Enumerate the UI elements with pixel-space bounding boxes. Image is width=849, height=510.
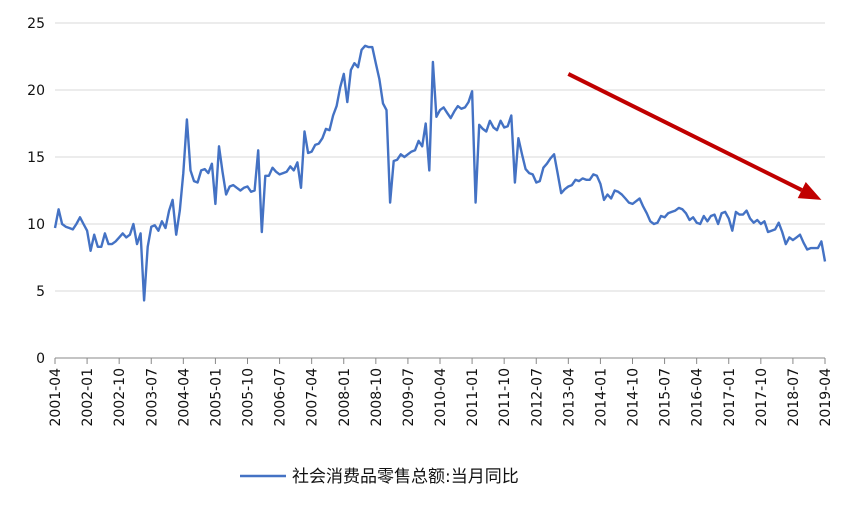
y-tick-label: 5 [36, 284, 45, 300]
x-tick-label: 2011-01 [465, 368, 481, 427]
x-tick-label: 2003-07 [144, 368, 160, 427]
x-tick-label: 2007-04 [305, 368, 321, 427]
trend-arrow-head [797, 182, 822, 200]
x-tick-label: 2005-01 [208, 368, 224, 427]
x-tick-label: 2008-01 [337, 368, 353, 427]
y-tick-label: 0 [36, 351, 45, 367]
x-tick-label: 2016-04 [690, 368, 706, 427]
y-tick-label: 20 [27, 83, 45, 99]
x-tick-label: 2002-10 [112, 368, 128, 427]
x-tick-label: 2011-10 [497, 368, 513, 427]
x-tick-label: 2019-04 [818, 368, 834, 427]
x-tick-label: 2009-07 [401, 368, 417, 427]
x-tick-label: 2018-07 [786, 368, 802, 427]
x-tick-label: 2006-07 [273, 368, 289, 427]
y-tick-label: 10 [27, 217, 45, 233]
x-tick-label: 2015-07 [658, 368, 674, 427]
legend: 社会消费品零售总额:当月同比 [240, 467, 519, 487]
trend-arrow-shaft [567, 72, 803, 192]
x-axis-ticks: 2001-04 2002-01 2002-10 2003-07 2004-04 2005-… [48, 358, 834, 427]
x-tick-label: 2008-10 [369, 368, 385, 427]
x-tick-label: 2004-04 [176, 368, 192, 427]
x-tick-label: 2002-01 [80, 368, 96, 427]
x-tick-label: 2013-04 [561, 368, 577, 427]
x-tick-label: 2001-04 [48, 368, 64, 427]
x-tick-label: 2012-07 [529, 368, 545, 427]
x-tick-label: 2014-10 [626, 368, 642, 427]
x-tick-label: 2010-04 [433, 368, 449, 427]
series-line [53, 44, 827, 302]
y-tick-label: 25 [27, 16, 45, 32]
x-tick-label: 2017-01 [722, 368, 738, 427]
y-tick-label: 15 [27, 150, 45, 166]
legend-label: 社会消费品零售总额:当月同比 [292, 467, 519, 487]
x-tick-label: 2017-10 [754, 368, 770, 427]
x-tick-label: 2014-01 [593, 368, 609, 427]
trend-arrow [567, 72, 822, 200]
y-axis-ticks: 0 5 10 15 20 25 [27, 16, 45, 367]
x-tick-label: 2005-10 [241, 368, 257, 427]
